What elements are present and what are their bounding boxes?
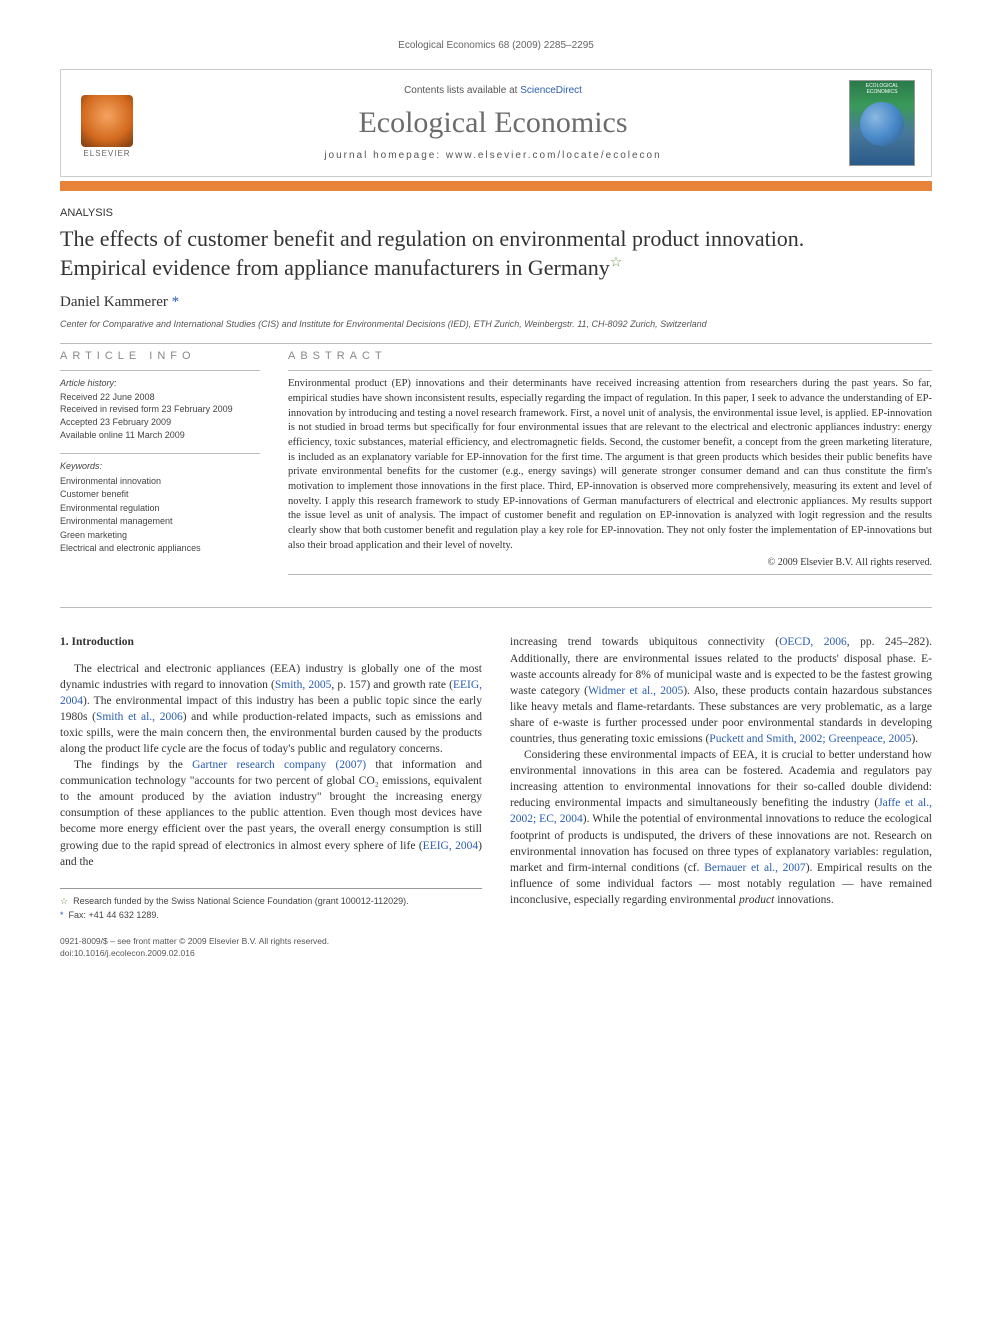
title-line-1: The effects of customer benefit and regu…	[60, 226, 804, 251]
keyword-item: Environmental regulation	[60, 502, 260, 516]
sciencedirect-link[interactable]: ScienceDirect	[520, 85, 582, 96]
journal-homepage: journal homepage: www.elsevier.com/locat…	[137, 150, 849, 161]
abstract-text: Environmental product (EP) innovations a…	[288, 377, 932, 553]
divider	[288, 574, 932, 575]
keyword-item: Green marketing	[60, 529, 260, 543]
article-title: The effects of customer benefit and regu…	[60, 225, 932, 282]
elsevier-tree-icon	[81, 95, 133, 147]
divider	[60, 607, 932, 608]
keyword-item: Electrical and electronic appliances	[60, 542, 260, 556]
citation-link[interactable]: Gartner research company (2007)	[192, 759, 366, 771]
history-label: Article history:	[60, 377, 260, 390]
elsevier-label: ELSEVIER	[83, 149, 130, 158]
citation-link[interactable]: OECD, 2006	[779, 636, 847, 648]
keyword-item: Customer benefit	[60, 488, 260, 502]
journal-banner: ELSEVIER Contents lists available at Sci…	[60, 69, 932, 177]
divider	[60, 343, 932, 344]
journal-title: Ecological Economics	[137, 106, 849, 140]
keyword-item: Environmental management	[60, 515, 260, 529]
history-item: Received in revised form 23 February 200…	[60, 403, 260, 416]
elsevier-logo: ELSEVIER	[77, 88, 137, 158]
history-item: Received 22 June 2008	[60, 391, 260, 404]
doi-line: doi:10.1016/j.ecolecon.2009.02.016	[60, 948, 482, 960]
citation-link[interactable]: Puckett and Smith, 2002; Greenpeace, 200…	[709, 733, 911, 745]
keyword-item: Environmental innovation	[60, 475, 260, 489]
front-matter-line: 0921-8009/$ – see front matter © 2009 El…	[60, 936, 482, 948]
article-info-heading: article info	[60, 350, 260, 362]
divider	[60, 453, 260, 454]
abstract-copyright: © 2009 Elsevier B.V. All rights reserved…	[288, 557, 932, 568]
author-name: Daniel Kammerer	[60, 294, 168, 310]
body-text: 1. Introduction The electrical and elect…	[60, 634, 932, 959]
history-item: Accepted 23 February 2009	[60, 416, 260, 429]
section-label: ANALYSIS	[60, 207, 932, 219]
footer-meta: 0921-8009/$ – see front matter © 2009 El…	[60, 936, 482, 960]
contents-prefix: Contents lists available at	[404, 85, 520, 96]
intro-heading: 1. Introduction	[60, 634, 482, 650]
divider	[288, 370, 932, 371]
article-info-block: article info Article history: Received 2…	[60, 350, 260, 581]
journal-cover-thumbnail: ECOLOGICAL ECONOMICS	[849, 80, 915, 166]
title-line-2: Empirical evidence from appliance manufa…	[60, 255, 610, 280]
citation-link[interactable]: Smith et al., 2006	[96, 711, 183, 723]
body-column-left: 1. Introduction The electrical and elect…	[60, 634, 482, 959]
cover-title: ECOLOGICAL ECONOMICS	[850, 81, 914, 98]
affiliation: Center for Comparative and International…	[60, 319, 932, 329]
body-paragraph: The findings by the Gartner research com…	[60, 757, 482, 870]
citation-link[interactable]: Bernauer et al., 2007	[704, 862, 806, 874]
citation-link[interactable]: Widmer et al., 2005	[588, 685, 683, 697]
body-column-right: increasing trend towards ubiquitous conn…	[510, 634, 932, 959]
body-paragraph: The electrical and electronic appliances…	[60, 661, 482, 758]
author-line: Daniel Kammerer *	[60, 294, 932, 311]
star-icon: ☆	[60, 896, 68, 906]
orange-divider-bar	[60, 181, 932, 191]
title-footnote-star-icon: ☆	[610, 255, 623, 270]
funding-footnote: ☆ Research funded by the Swiss National …	[60, 895, 482, 908]
history-item: Available online 11 March 2009	[60, 429, 260, 442]
abstract-block: abstract Environmental product (EP) inno…	[288, 350, 932, 581]
divider	[60, 370, 260, 371]
body-paragraph: Considering these environmental impacts …	[510, 747, 932, 908]
contents-available-line: Contents lists available at ScienceDirec…	[137, 85, 849, 96]
abstract-heading: abstract	[288, 350, 932, 362]
citation-link[interactable]: Smith, 2005	[275, 679, 331, 691]
cover-globe-icon	[860, 102, 904, 146]
body-paragraph: increasing trend towards ubiquitous conn…	[510, 634, 932, 747]
running-header: Ecological Economics 68 (2009) 2285–2295	[60, 40, 932, 51]
keywords-label: Keywords:	[60, 460, 260, 474]
footnotes-block: ☆ Research funded by the Swiss National …	[60, 888, 482, 922]
asterisk-icon: *	[60, 910, 64, 920]
emphasis: product	[739, 894, 774, 906]
fax-footnote: * Fax: +41 44 632 1289.	[60, 909, 482, 922]
corresponding-author-asterisk-icon: *	[172, 294, 180, 310]
citation-link[interactable]: EEIG, 2004	[423, 840, 478, 852]
